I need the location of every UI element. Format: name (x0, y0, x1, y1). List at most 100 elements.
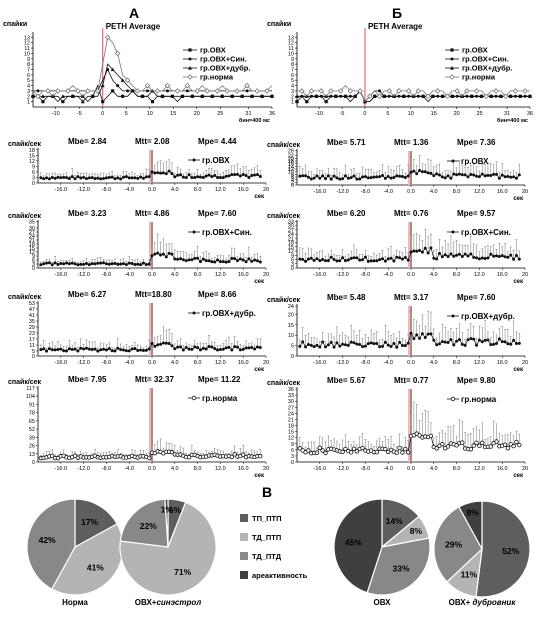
hist-point (159, 342, 163, 346)
hist-point (84, 262, 88, 266)
peth-point (230, 94, 235, 98)
peth-point (464, 88, 470, 94)
hist-stimulus-band (408, 389, 412, 462)
hist-point (483, 338, 487, 342)
hist-x-tick-label: 16.0 (238, 272, 249, 278)
hist-point (90, 348, 94, 352)
peth-point (130, 88, 135, 93)
hist-point (298, 257, 302, 261)
hist-y-axis-label: спайк/сек (8, 378, 42, 386)
hist-y-tick-label: 6 (32, 258, 35, 264)
hist-point (42, 347, 46, 351)
hist-point (440, 441, 445, 447)
hist-point (139, 263, 143, 267)
peth-point (244, 82, 250, 89)
peth-point (210, 94, 215, 98)
hist-x-tick-label: -16.0 (314, 189, 327, 195)
hist-point (119, 177, 123, 181)
hist-point (301, 257, 305, 261)
hist-y-tick-label: 39 (29, 435, 35, 441)
hist-x-tick-label: 8.0 (453, 272, 461, 278)
hist-stimulus-band (149, 388, 153, 462)
hist-x-tick-label: -12.0 (77, 187, 90, 193)
peth-y-tick-label: 9 (291, 57, 294, 63)
hist-point (386, 343, 390, 347)
peth-title: PETH Average (106, 22, 161, 31)
hist-point (440, 175, 444, 179)
hist-y-tick-label: 17 (29, 337, 35, 343)
hist-point (150, 170, 154, 174)
hist-y-tick-label: 35 (29, 319, 35, 325)
hist-point (79, 262, 83, 266)
hist-point (378, 258, 382, 262)
hist-point (321, 340, 325, 344)
hist-point (438, 252, 441, 256)
hist-point (503, 255, 507, 259)
hist-point (153, 171, 157, 175)
hist-point (512, 338, 516, 342)
hist-point (492, 172, 496, 176)
hist-x-tick-label: -8.0 (102, 466, 111, 472)
hist-point (398, 256, 402, 260)
pie-slice (366, 537, 431, 596)
hist-legend-label: гр.норма (461, 395, 497, 404)
hist-y-tick-label: 15 (288, 323, 294, 329)
hist-point (394, 450, 399, 455)
hist-point (495, 254, 498, 258)
hist-point (517, 341, 521, 345)
hist-y-tick-label: 26 (288, 148, 294, 154)
panel-header-v: В (262, 484, 272, 500)
hist-y-tick-label: 3 (32, 175, 35, 181)
hist-point (369, 176, 373, 180)
hist-point (449, 176, 453, 180)
hist-x-tick-label: 0.0 (407, 189, 415, 195)
hist-point (173, 257, 177, 261)
peth-point (444, 93, 451, 100)
peth-point (90, 94, 95, 98)
hist-point (372, 259, 376, 263)
hist-x-tick-label: -8.0 (102, 272, 111, 278)
hist-point (167, 169, 171, 173)
peth-y-tick-label: 10 (288, 51, 294, 57)
hist-point (59, 347, 63, 351)
hist-point (486, 173, 490, 177)
hist-point (170, 252, 174, 256)
hist-point (309, 343, 313, 347)
peth-point (401, 94, 406, 98)
hist-y-tick-label: 13 (29, 452, 35, 458)
hist-x-tick-label: -12.0 (336, 272, 349, 278)
peth-point (240, 94, 245, 98)
peth-x-tick-label: 36 (269, 111, 275, 117)
hist-point (229, 454, 234, 460)
peth-y-axis-label: спайки (3, 20, 27, 28)
peth-point (214, 88, 220, 94)
hist-y-tick-label: 18 (288, 424, 294, 430)
hist-point (378, 175, 382, 179)
peth-point (234, 88, 240, 94)
hist-point (428, 433, 434, 439)
hist-y-tick-label: 16 (288, 162, 294, 168)
hist-point (210, 260, 214, 264)
hist-x-tick-label: -4.0 (124, 466, 133, 472)
hist-point (139, 348, 143, 352)
hist-point (119, 262, 123, 266)
hist-point (403, 256, 407, 260)
hist-y-tick-label: 27 (288, 228, 294, 234)
hist-point (429, 332, 433, 336)
peth-point (396, 88, 402, 94)
hist-point (113, 261, 117, 265)
pie-value-label: 1% (161, 505, 174, 515)
hist-point (452, 343, 456, 347)
hist-stimulus-band (408, 222, 412, 268)
hist-point (255, 173, 259, 177)
hist-point (102, 261, 106, 265)
hist-point (119, 348, 123, 352)
hist-x-tick-label: 4.0 (171, 360, 179, 366)
hist-point (457, 172, 461, 176)
peth-point (245, 89, 249, 93)
hist-point (227, 260, 231, 264)
hist-point (506, 255, 510, 259)
peth-title: PETH Average (368, 22, 423, 31)
pie-legend-swatch (240, 552, 248, 560)
hist-point (409, 331, 413, 335)
